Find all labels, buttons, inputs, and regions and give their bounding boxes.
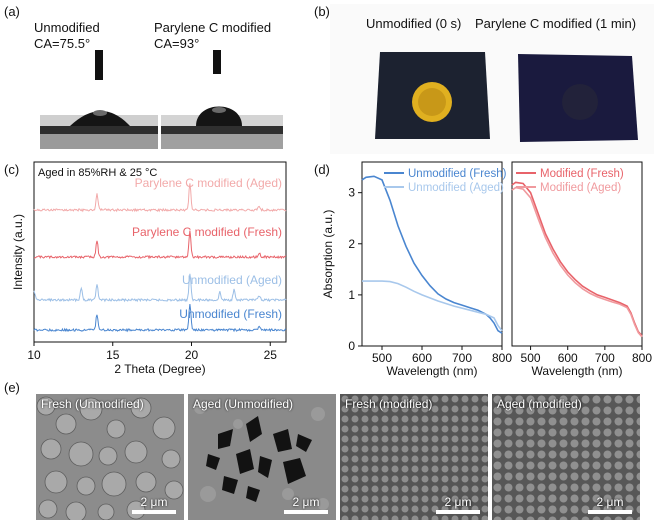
xrd-label-unmod-fresh: Unmodified (Fresh) (179, 307, 282, 321)
abs-right-ticks-xtick-label-1: 600 (558, 351, 578, 365)
scale-text-2: 2 μm (292, 495, 320, 509)
xrd-label-mod-aged: Parylene C modified (Aged) (135, 176, 282, 190)
scale-bar-3: 2 μm (436, 495, 480, 514)
scale-text-4: 2 μm (596, 495, 624, 509)
photo-unmodified-label: Unmodified (0 s) (366, 16, 462, 31)
xrd-series-1 (33, 230, 287, 260)
sem-grains-3 (340, 394, 488, 520)
sem-fresh-modified: Fresh (modified) 2 μm (340, 394, 488, 520)
abs-left-curves-series-0 (361, 175, 503, 334)
ca-unmodified-label: Unmodified (34, 20, 100, 35)
ca-modified-label: Parylene C modified (154, 20, 272, 35)
scale-bar-4: 2 μm (588, 495, 632, 514)
ca-photo-modified (161, 106, 283, 149)
film-samples (375, 52, 638, 142)
sem-aged-unmodified: Aged (Unmodified) 2 μm (188, 394, 336, 520)
xrd-xtick-label-0: 10 (27, 348, 41, 362)
abs-left-ticks-xtick-label-0: 500 (372, 351, 392, 365)
panel-label-d: (d) (314, 162, 330, 177)
legend-unmod-aged: Unmodified (Aged) (408, 182, 504, 194)
xrd-chart: 10 15 20 25 Aged in 85%RH & 25 °C 2 Theta (… (11, 161, 287, 376)
abs-right-curves (511, 181, 643, 338)
legend-mod-aged: Modified (Aged) (540, 182, 621, 194)
abs-left-ticks-xtick-label-3: 800 (492, 351, 512, 365)
abs-right-ticks-xtick-label-3: 800 (632, 351, 652, 365)
panel-label-e: (e) (4, 380, 20, 395)
abs-x-label-right: Wavelength (nm) (532, 364, 623, 378)
panel-label-a: (a) (4, 4, 20, 19)
film-photo: Unmodified (0 s) Parylene C modified (1 … (330, 4, 654, 154)
ca-photo-unmodified (40, 110, 158, 149)
needle-unmodified (95, 50, 103, 80)
abs-right-ticks: 500 600 700 800 (521, 346, 652, 365)
abs-left-curves (361, 175, 503, 334)
xrd-curves (33, 183, 287, 333)
abs-left-ticks-ytick-label-2: 2 (348, 237, 355, 251)
abs-right-ticks-xtick-label-0: 500 (521, 351, 541, 365)
xrd-xtick-label-1: 15 (106, 348, 120, 362)
panel-label-b: (b) (314, 4, 330, 19)
panel-label-c: (c) (4, 162, 20, 177)
abs-frame-left (361, 161, 503, 347)
xrd-xtick-label-2: 20 (185, 348, 199, 362)
abs-left-ticks-ytick-label-3: 3 (348, 186, 355, 200)
ca-unmodified-value: CA=75.5° (34, 36, 91, 51)
abs-y-label: Absorption (a.u.) (321, 210, 335, 299)
sem-caption-1: Fresh (Unmodified) (41, 397, 144, 411)
abs-left-ticks-xtick-label-1: 600 (412, 351, 432, 365)
xrd-label-mod-fresh: Parylene C modified (Fresh) (132, 225, 282, 239)
sem-aged-texture (188, 394, 336, 520)
scale-text-1: 2 μm (140, 495, 168, 509)
dark-spot (562, 84, 598, 120)
sem-caption-2: Aged (Unmodified) (193, 397, 294, 411)
abs-left-ticks: 500 600 700 800 0 1 2 3 (348, 186, 512, 365)
abs-left-curves-series-1 (362, 280, 503, 332)
ca-modified-value: CA=93° (154, 36, 200, 51)
abs-right-curves-series-1 (511, 186, 643, 338)
contact-angle-images (40, 50, 283, 149)
xrd-x-label: 2 Theta (Degree) (114, 362, 205, 376)
xrd-x-ticks: 10 15 20 25 (27, 342, 277, 362)
abs-left-ticks-ytick-label-0: 0 (348, 339, 355, 353)
sem-fresh-unmodified: Fresh (Unmodified) 2 μm (36, 394, 184, 520)
xrd-title: Aged in 85%RH & 25 °C (38, 167, 157, 179)
xrd-xtick-label-3: 25 (264, 348, 278, 362)
photo-modified-label: Parylene C modified (1 min) (475, 16, 637, 31)
sem-aged-modified: Aged (modified) 2 μm (492, 394, 640, 520)
xrd-frame (33, 161, 287, 343)
scale-bar-1: 2 μm (132, 495, 176, 514)
abs-right-curves-series-0 (511, 181, 643, 337)
scale-bar-2: 2 μm (284, 495, 328, 514)
abs-right-ticks-xtick-label-2: 700 (595, 351, 615, 365)
abs-frame-right (511, 161, 643, 347)
scale-text-3: 2 μm (444, 495, 472, 509)
xrd-series-3 (33, 304, 287, 333)
sem-grains-1 (36, 394, 184, 520)
sem-caption-3: Fresh (modified) (345, 397, 433, 411)
legend-mod-fresh: Modified (Fresh) (540, 168, 624, 180)
xrd-series-2 (33, 273, 287, 303)
xrd-series-0 (33, 183, 287, 213)
legend-unmod-fresh: Unmodified (Fresh) (408, 168, 507, 180)
sem-grains-4 (492, 394, 640, 520)
needle-modified (213, 50, 221, 74)
abs-x-label-left: Wavelength (nm) (387, 364, 478, 378)
absorption-charts: 500 600 700 800 0 1 2 3 500 600 700 800 Absorption… (321, 161, 652, 378)
sem-caption-4: Aged (modified) (497, 397, 582, 411)
abs-left-ticks-ytick-label-1: 1 (348, 288, 355, 302)
xrd-y-label: Intensity (a.u.) (11, 214, 25, 290)
abs-left-ticks-xtick-label-2: 700 (452, 351, 472, 365)
xrd-label-unmod-aged: Unmodified (Aged) (182, 273, 282, 287)
